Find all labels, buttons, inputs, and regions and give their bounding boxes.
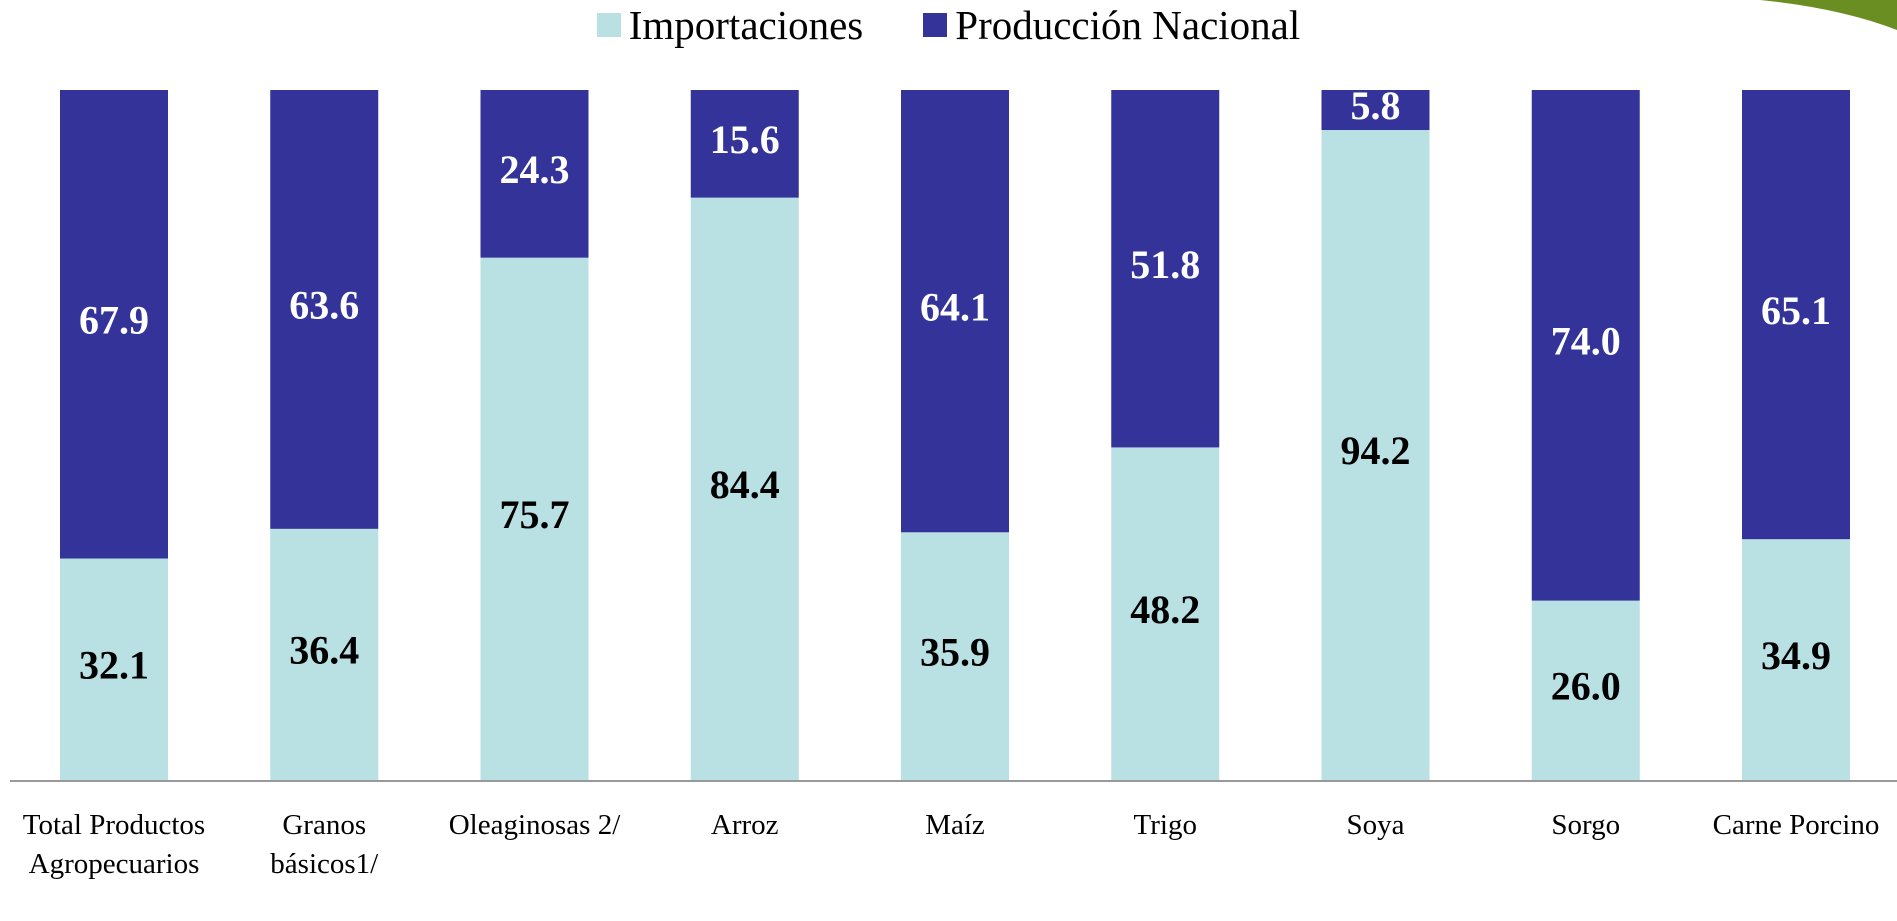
data-label: 36.4 <box>289 628 359 673</box>
data-label: 51.8 <box>1130 242 1200 287</box>
bar-segment <box>480 257 589 780</box>
x-tick-label: Maíz <box>925 809 985 841</box>
x-tick-label: Total Productos Agropecuarios <box>22 809 206 880</box>
data-label: 74.0 <box>1551 318 1621 363</box>
legend-label: Importaciones <box>628 2 864 48</box>
bar-segment <box>60 90 168 559</box>
x-tick-label: Granos básicos1/ <box>270 809 379 880</box>
bar-segment <box>270 90 379 529</box>
bar-segment <box>1742 539 1850 780</box>
data-label: 65.1 <box>1761 288 1831 333</box>
x-tick-label: Sorgo <box>1551 809 1621 841</box>
bar-segment <box>901 90 1009 533</box>
bar-segment <box>901 532 1009 780</box>
data-label: 24.3 <box>500 147 570 192</box>
x-tick-label: Arroz <box>710 809 779 841</box>
data-label: 75.7 <box>500 492 570 537</box>
data-label: 94.2 <box>1341 428 1411 473</box>
data-label: 5.8 <box>1351 83 1401 128</box>
bar-segment <box>1321 90 1430 131</box>
bar-segment <box>1111 90 1220 448</box>
bar-segment <box>690 197 799 780</box>
legend-swatch <box>596 13 621 37</box>
legend-item: Producción Nacional <box>923 1 1300 49</box>
data-label: 67.9 <box>79 297 149 342</box>
decoration <box>1760 0 1897 30</box>
data-label: 34.9 <box>1761 633 1831 678</box>
x-tick-label: Carne Porcino <box>1712 809 1880 841</box>
legend-label: Producción Nacional <box>955 2 1301 48</box>
data-label: 48.2 <box>1130 587 1200 632</box>
x-tick-label: Soya <box>1346 809 1405 841</box>
bar-segment <box>1111 447 1220 780</box>
legend: Importaciones Producción Nacional <box>0 0 1897 50</box>
bar-segment <box>1531 90 1640 601</box>
bar-segment <box>1531 600 1640 780</box>
data-label: 84.4 <box>710 462 780 507</box>
legend-swatch <box>923 13 948 37</box>
data-label: 35.9 <box>920 629 990 674</box>
legend-item: Importaciones <box>596 1 864 49</box>
bar-segment <box>60 558 168 780</box>
data-label: 15.6 <box>710 117 780 162</box>
data-label: 32.1 <box>79 642 149 687</box>
bar-segment <box>480 90 589 258</box>
bar-segment <box>690 90 799 198</box>
data-label: 63.6 <box>289 283 359 328</box>
bar-segment <box>270 528 379 780</box>
x-tick-label: Trigo <box>1133 809 1197 841</box>
bar-segment <box>1321 130 1430 780</box>
data-label: 26.0 <box>1551 663 1621 708</box>
x-tick-label: Oleaginosas 2/ <box>448 809 621 841</box>
data-label: 64.1 <box>920 284 990 329</box>
bar-segment <box>1742 90 1850 540</box>
